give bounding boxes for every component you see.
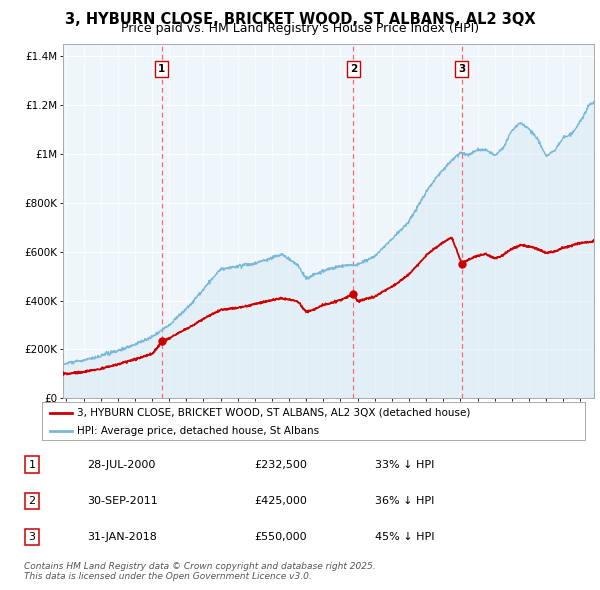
Text: HPI: Average price, detached house, St Albans: HPI: Average price, detached house, St A… bbox=[77, 425, 319, 435]
Text: £232,500: £232,500 bbox=[254, 460, 307, 470]
Text: 2: 2 bbox=[29, 496, 36, 506]
Text: 36% ↓ HPI: 36% ↓ HPI bbox=[375, 496, 434, 506]
Text: £550,000: £550,000 bbox=[254, 532, 307, 542]
Text: 3: 3 bbox=[29, 532, 35, 542]
Text: 2: 2 bbox=[350, 64, 357, 74]
Text: Contains HM Land Registry data © Crown copyright and database right 2025.
This d: Contains HM Land Registry data © Crown c… bbox=[24, 562, 376, 581]
Text: 33% ↓ HPI: 33% ↓ HPI bbox=[375, 460, 434, 470]
Text: £425,000: £425,000 bbox=[254, 496, 307, 506]
Text: 31-JAN-2018: 31-JAN-2018 bbox=[87, 532, 157, 542]
Text: 1: 1 bbox=[158, 64, 166, 74]
Text: 30-SEP-2011: 30-SEP-2011 bbox=[87, 496, 158, 506]
Text: Price paid vs. HM Land Registry's House Price Index (HPI): Price paid vs. HM Land Registry's House … bbox=[121, 22, 479, 35]
Text: 3, HYBURN CLOSE, BRICKET WOOD, ST ALBANS, AL2 3QX (detached house): 3, HYBURN CLOSE, BRICKET WOOD, ST ALBANS… bbox=[77, 408, 470, 418]
Text: 3: 3 bbox=[458, 64, 466, 74]
Text: 1: 1 bbox=[29, 460, 35, 470]
Text: 3, HYBURN CLOSE, BRICKET WOOD, ST ALBANS, AL2 3QX: 3, HYBURN CLOSE, BRICKET WOOD, ST ALBANS… bbox=[65, 12, 535, 27]
Text: 28-JUL-2000: 28-JUL-2000 bbox=[87, 460, 155, 470]
Text: 45% ↓ HPI: 45% ↓ HPI bbox=[375, 532, 434, 542]
